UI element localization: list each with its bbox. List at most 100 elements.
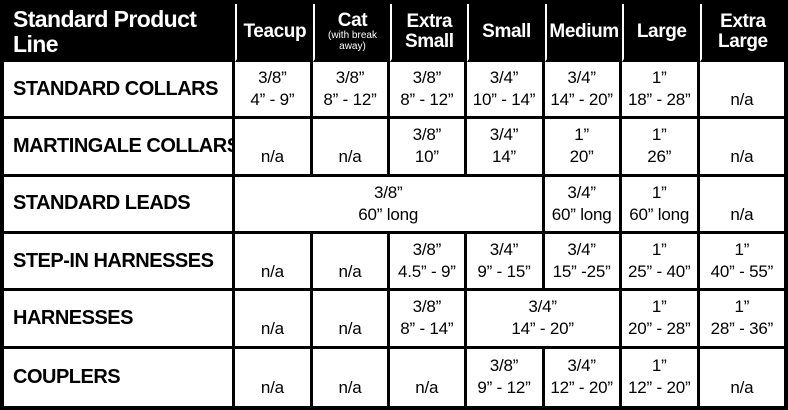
size-cell: n/a xyxy=(699,119,784,177)
size-cell: n/a xyxy=(234,291,313,349)
size-width-line xyxy=(702,182,782,204)
size-width-line: 3/8” xyxy=(258,68,287,88)
size-width-line: 3/8” xyxy=(373,182,403,202)
size-cell: n/a xyxy=(390,348,467,406)
size-cell: 3/8” 4.5” - 9” xyxy=(390,233,467,292)
size-range-line: n/a xyxy=(260,378,284,398)
size-width-line: 1” xyxy=(651,125,667,145)
size-width-line: 1” xyxy=(651,68,667,88)
size-range-line: 10” - 14” xyxy=(472,90,536,110)
size-width-line: 1” xyxy=(651,297,667,317)
size-width-line xyxy=(237,355,308,377)
size-range-line: n/a xyxy=(730,378,754,398)
row-label: HARNESSES xyxy=(4,291,235,349)
size-cell: n/a xyxy=(234,233,313,292)
size-width-line: 3/8” xyxy=(335,68,365,88)
size-width-line xyxy=(315,355,385,377)
size-range-line: 8” - 12” xyxy=(400,90,454,110)
size-cell: 1” 25” - 40” xyxy=(621,233,700,292)
table-title: Standard Product Line xyxy=(4,4,235,62)
size-range-line: n/a xyxy=(260,147,284,167)
size-range-line: n/a xyxy=(730,90,754,110)
size-width-line xyxy=(315,239,385,261)
size-width-line: 3/8” xyxy=(412,240,442,260)
size-cell: 1” 20” xyxy=(544,119,622,177)
size-width-line: 3/4” xyxy=(489,68,519,88)
size-range-line: 10” xyxy=(414,147,439,167)
size-width-line xyxy=(702,124,782,146)
size-width-line: 1” xyxy=(651,356,667,376)
size-cell: n/a xyxy=(312,291,391,349)
size-cell: 3/4” 14” - 20” xyxy=(544,62,622,120)
size-cell: n/a xyxy=(699,62,784,120)
size-cell: 3/4” 14” xyxy=(466,119,545,177)
size-cell: 3/8” 8” - 14” xyxy=(390,291,467,349)
size-range-line: 14” xyxy=(492,147,517,167)
size-range-line: 20” xyxy=(569,147,594,167)
size-cell: 1” 60” long xyxy=(621,176,700,234)
table-row: COUPLERS n/a n/a n/a 3/8” 9” - 12” 3/4” 12” - 2… xyxy=(4,348,784,406)
size-cell: n/a xyxy=(234,119,313,177)
column-header-sublabel: (with break away) xyxy=(328,30,377,52)
size-range-line: 14” - 20” xyxy=(511,319,574,339)
size-range-line: 4.5” - 9” xyxy=(397,262,456,282)
size-cell: n/a xyxy=(699,176,784,234)
column-header-extra-large: Extra Large xyxy=(699,4,784,62)
column-header-small: Small xyxy=(466,4,545,62)
size-range-line: n/a xyxy=(338,262,362,282)
size-range-line: 12” - 20” xyxy=(550,378,613,398)
column-header-label: Medium xyxy=(549,20,619,42)
size-range-line: 20” - 28” xyxy=(628,319,691,339)
table-row: HARNESSES n/a n/a 3/8” 8” - 14” 3/4” 14” - 20”… xyxy=(4,291,784,349)
size-range-line: n/a xyxy=(730,147,754,167)
size-cell: 3/4” 14” - 20” xyxy=(466,291,622,349)
size-range-line: 60” long xyxy=(551,204,612,224)
table-body: STANDARD COLLARS 3/8” 4” - 9” 3/8” 8” - 12” 3… xyxy=(4,62,784,406)
size-cell: n/a xyxy=(312,348,391,406)
size-range-line: 60” long xyxy=(629,204,690,224)
standard-product-line-table: Standard Product Line Teacup Cat (with bre… xyxy=(4,4,784,406)
size-range-line: 25” - 40” xyxy=(628,262,691,282)
row-label: STANDARD LEADS xyxy=(4,176,235,234)
size-width-line: 1” xyxy=(734,240,750,260)
column-header-label: Small xyxy=(482,20,531,42)
size-cell: 1” 20” - 28” xyxy=(621,291,700,349)
size-range-line: 14” - 20” xyxy=(550,90,613,110)
row-label: STANDARD COLLARS xyxy=(4,62,235,120)
size-range-line: 60” long xyxy=(358,204,419,224)
column-header-medium: Medium xyxy=(544,4,622,62)
size-width-line: 3/8” xyxy=(489,356,519,376)
column-header-large: Large xyxy=(621,4,700,62)
column-header-label: Extra Small xyxy=(404,10,454,52)
row-label: COUPLERS xyxy=(4,348,235,406)
size-cell: 3/8” 4” - 9” xyxy=(234,62,313,120)
size-cell: n/a xyxy=(234,348,313,406)
size-cell: 1” 40” - 55” xyxy=(699,233,784,292)
row-label: STEP-IN HARNESSES xyxy=(4,233,235,292)
column-header-teacup: Teacup xyxy=(234,4,313,62)
size-range-line: 8” - 12” xyxy=(323,90,377,110)
row-label: MARTINGALE COLLARS xyxy=(4,119,235,177)
size-range-line: n/a xyxy=(338,319,362,339)
size-cell: 3/8” 8” - 12” xyxy=(312,62,391,120)
size-cell: 3/4” 60” long xyxy=(544,176,622,234)
size-range-line: n/a xyxy=(260,262,284,282)
size-cell: n/a xyxy=(699,348,784,406)
size-range-line: 18” - 28” xyxy=(628,90,691,110)
size-cell: 1” 12” - 20” xyxy=(621,348,700,406)
size-cell: 3/4” 15” -25” xyxy=(544,233,622,292)
size-range-line: n/a xyxy=(415,378,439,398)
column-header-extra-small: Extra Small xyxy=(390,4,467,62)
size-width-line xyxy=(315,296,385,318)
table-row: STANDARD COLLARS 3/8” 4” - 9” 3/8” 8” - 12” 3… xyxy=(4,62,784,120)
size-range-line: 15” -25” xyxy=(552,262,611,282)
table-row: STANDARD LEADS 3/8” 60” long 3/4” 60” long 1”… xyxy=(4,176,784,234)
size-width-line: 3/4” xyxy=(567,240,596,260)
size-cell: 3/4” 9” - 15” xyxy=(466,233,545,292)
size-cell: n/a xyxy=(312,233,391,292)
size-range-line: n/a xyxy=(338,378,362,398)
size-range-line: 8” - 14” xyxy=(400,319,454,339)
column-header-label: Extra Large xyxy=(717,10,768,52)
size-cell: 3/8” 10” xyxy=(390,119,467,177)
